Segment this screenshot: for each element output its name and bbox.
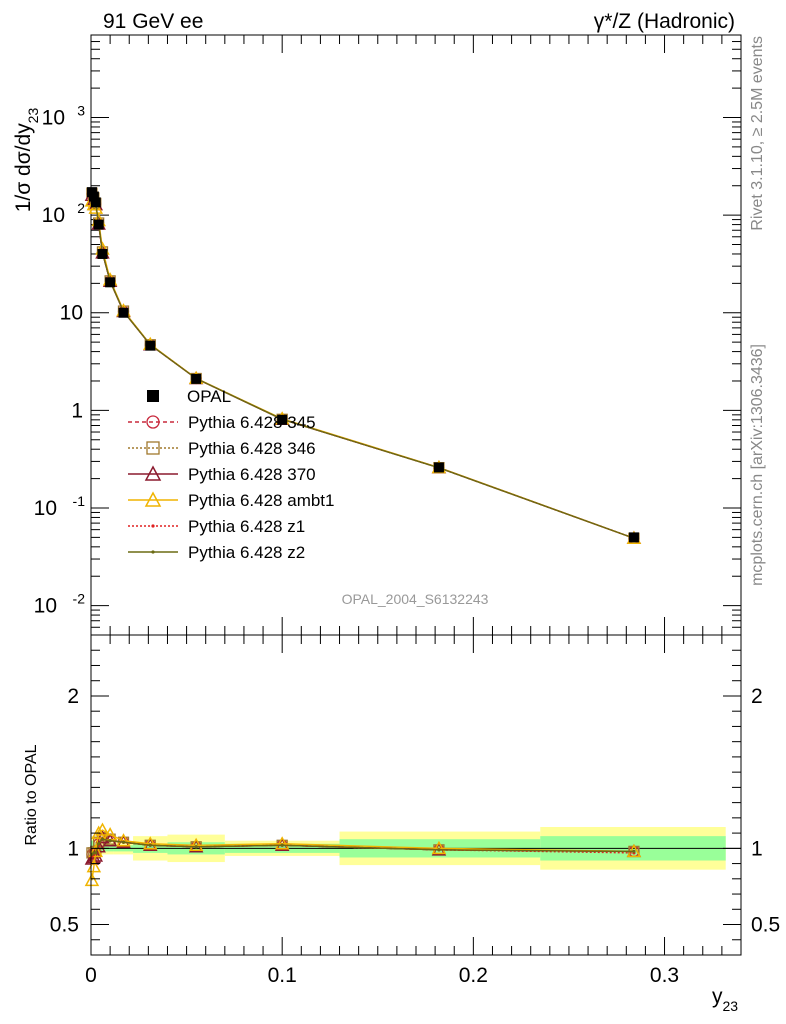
main-y-axis-title-text: 1/σ dσ/dy	[12, 123, 35, 212]
ratio-tick-label: 0.5	[50, 914, 79, 937]
opal-data-point	[628, 532, 639, 543]
rivet-version-label: Rivet 3.1.10, ≥ 2.5M events	[749, 36, 766, 231]
legend-label: OPAL	[187, 387, 231, 406]
y-tick-label: 10	[60, 302, 83, 325]
ratio-series-point	[632, 849, 636, 853]
series-point	[88, 200, 104, 214]
ratio-series-point	[280, 843, 284, 847]
main-plot: 10 -2 10 -1 1 10 10 2 10 3 OPAL_2004_S6132243 OPA…	[34, 34, 742, 636]
opal-data-point	[433, 462, 444, 473]
series-line	[91, 193, 635, 539]
y-tick-label-exp: -1	[73, 493, 86, 509]
opal-data-point	[277, 414, 288, 425]
main-series	[84, 187, 642, 544]
legend-label: Pythia 6.428 z1	[188, 517, 305, 536]
main-y-ticks: 10 -2 10 -1 1 10 10 2 10 3	[34, 34, 741, 636]
series-line	[91, 194, 635, 539]
y-tick-label-base: 10	[34, 497, 57, 520]
y-tick-label: 10 3	[42, 103, 86, 130]
ratio-x-ticks: 0 0.1 0.2 0.3	[85, 635, 742, 987]
opal-data-point	[105, 277, 116, 288]
svg-text:1/σ dσ/dy23: 1/σ dσ/dy23	[12, 108, 41, 213]
legend-label: Pythia 6.428 345	[188, 413, 316, 432]
ratio-series-point	[95, 822, 110, 836]
legend-label: Pythia 6.428 z2	[188, 543, 305, 562]
opal-data-point	[93, 219, 104, 230]
ratio-series-point	[88, 843, 104, 858]
x-axis-title-sub: 23	[723, 998, 739, 1014]
y-tick-label-base: 10	[42, 107, 65, 130]
ratio-series-point	[188, 837, 204, 852]
ratio-series-point	[97, 842, 101, 846]
ratio-series-point	[94, 851, 98, 855]
ratio-tick-label: 1	[67, 837, 79, 860]
y-tick-label: 10 2	[42, 200, 86, 227]
ratio-series-point	[116, 833, 131, 847]
ratio-series	[84, 822, 642, 887]
ratio-series-point	[108, 839, 112, 843]
process-label: γ*/Z (Hadronic)	[594, 10, 735, 33]
ratio-tick-label-right: 0.5	[751, 914, 780, 937]
legend-label: Pythia 6.428 ambt1	[188, 491, 334, 510]
x-tick-label: 0.2	[459, 964, 488, 987]
y-tick-label-base: 10	[42, 204, 65, 227]
ratio-series-point	[148, 843, 152, 847]
ratio-y-ticks: 0.5 0.5 1 1 2 2	[50, 634, 780, 941]
main-y-axis-title-sub: 23	[25, 108, 41, 124]
main-y-axis-title: 1/σ dσ/dy23	[12, 108, 41, 213]
legend-label: Pythia 6.428 370	[188, 465, 316, 484]
ratio-series-point	[274, 836, 290, 850]
energy-label: 91 GeV ee	[103, 10, 203, 33]
analysis-watermark: OPAL_2004_S6132243	[342, 591, 489, 607]
ratio-plot: 0.5 0.5 1 1 2 2 0 0.1 0.2 0.3	[50, 634, 780, 987]
opal-data-point	[90, 197, 101, 208]
opal-data-point	[191, 373, 202, 384]
y-tick-label-exp: 3	[77, 103, 85, 119]
legend-marker	[147, 390, 159, 402]
y-tick-label-base: 10	[34, 595, 57, 618]
mcplots-reference-label: mcplots.cern.ch [arXiv:1306.3436]	[749, 344, 766, 586]
legend-marker	[144, 491, 162, 507]
legend-marker	[151, 524, 155, 528]
y-tick-label-exp: -2	[73, 591, 86, 607]
series-line	[91, 192, 635, 539]
opal-data-point	[118, 307, 129, 318]
y-tick-label: 10 -2	[34, 591, 86, 618]
ratio-series-point	[437, 848, 441, 852]
x-axis-title: y23	[712, 985, 738, 1014]
main-x-ticks	[90, 35, 742, 635]
legend-marker	[146, 441, 160, 455]
ratio-tick-label-right: 1	[751, 837, 763, 860]
ratio-series-point	[431, 840, 447, 855]
y-tick-label: 1	[71, 399, 83, 422]
legend: OPAL Pythia 6.428 345 Pythia 6.428 346 Pyth…	[128, 387, 334, 562]
ratio-y-axis-title: Ratio to OPAL	[23, 744, 40, 845]
ratio-plot-frame	[90, 634, 742, 956]
legend-label: Pythia 6.428 346	[188, 439, 316, 458]
x-tick-label: 0.1	[268, 964, 297, 987]
ratio-series-point	[100, 837, 105, 841]
series-line	[91, 193, 635, 539]
ratio-series-point	[143, 836, 158, 850]
opal-data-point	[145, 340, 156, 351]
x-tick-label: 0.3	[650, 964, 679, 987]
opal-data-point	[88, 191, 99, 202]
y-tick-label: 10 -1	[34, 493, 86, 520]
legend-marker	[146, 415, 160, 429]
opal-data-point	[97, 248, 108, 259]
opal-data-points	[86, 187, 639, 543]
legend-marker	[144, 465, 162, 481]
ratio-series-point	[194, 845, 198, 849]
ratio-tick-label-right: 2	[751, 685, 763, 708]
x-axis-title-text: y	[712, 985, 723, 1008]
series-line	[91, 194, 635, 539]
series-line	[91, 200, 635, 539]
legend-marker	[151, 550, 155, 554]
ratio-series-point	[121, 840, 126, 844]
ratio-tick-label: 2	[67, 685, 79, 708]
x-tick-label: 0	[85, 964, 97, 987]
y-tick-label-exp: 2	[77, 200, 85, 216]
ratio-series-point	[84, 872, 100, 887]
